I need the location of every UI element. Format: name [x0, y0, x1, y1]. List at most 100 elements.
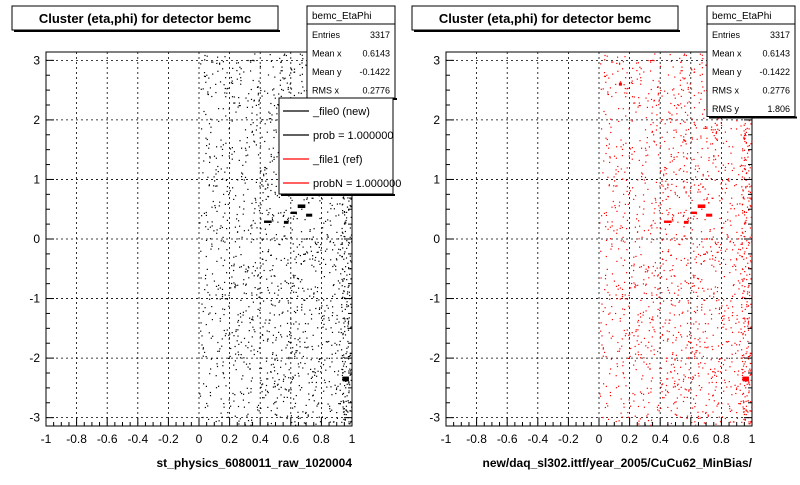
- data-point: [677, 359, 679, 361]
- data-point: [608, 418, 610, 420]
- y-tick-label: 0: [33, 232, 40, 246]
- data-point: [666, 278, 668, 280]
- data-point: [686, 344, 688, 346]
- data-point: [670, 102, 672, 105]
- data-point: [686, 322, 689, 324]
- data-point: [683, 139, 685, 141]
- data-point: [674, 327, 676, 329]
- data-point: [654, 141, 656, 143]
- data-point: [603, 75, 606, 77]
- data-point: [287, 310, 289, 312]
- data-point: [344, 318, 346, 320]
- data-point: [268, 331, 270, 333]
- data-point: [289, 74, 291, 76]
- data-point: [241, 392, 243, 395]
- data-point: [693, 121, 695, 123]
- data-point: [699, 389, 701, 391]
- data-point: [744, 137, 746, 139]
- data-point: [663, 300, 665, 302]
- data-point: [652, 220, 654, 222]
- data-point: [696, 309, 698, 311]
- data-point: [254, 287, 256, 289]
- data-point: [335, 215, 337, 217]
- data-point: [638, 238, 640, 240]
- data-point: [651, 227, 653, 229]
- data-point: [292, 218, 294, 220]
- data-point: [321, 315, 324, 317]
- data-point: [211, 245, 213, 247]
- data-point: [724, 359, 726, 361]
- data-point: [694, 274, 696, 277]
- data-point: [295, 256, 297, 258]
- data-point: [616, 232, 618, 234]
- data-point: [329, 202, 331, 205]
- data-point: [641, 378, 643, 380]
- data-point: [208, 418, 210, 420]
- data-point: [251, 292, 253, 294]
- data-point: [748, 285, 750, 287]
- data-point: [679, 72, 681, 74]
- data-point: [645, 97, 647, 99]
- data-point: [208, 143, 210, 145]
- data-point: [301, 80, 303, 83]
- data-point: [202, 310, 204, 313]
- data-point: [684, 388, 686, 390]
- data-point: [697, 415, 699, 417]
- data-point: [709, 295, 711, 297]
- data-point: [682, 77, 684, 79]
- data-point: [720, 244, 722, 246]
- data-point: [315, 270, 317, 272]
- data-point: [626, 249, 628, 251]
- data-point: [204, 75, 206, 78]
- data-point: [683, 235, 685, 237]
- data-point: [345, 353, 347, 355]
- y-tick-label: -3: [429, 411, 440, 425]
- data-point: [267, 183, 269, 185]
- data-point: [665, 173, 667, 175]
- data-point: [314, 389, 316, 391]
- data-point: [267, 214, 269, 216]
- data-point: [306, 197, 308, 199]
- data-point: [636, 62, 638, 64]
- data-point: [749, 354, 751, 356]
- data-point: [634, 102, 636, 104]
- data-point: [622, 372, 624, 374]
- data-point: [286, 417, 288, 420]
- data-point: [620, 146, 622, 148]
- data-point: [206, 138, 208, 141]
- data-point: [233, 282, 235, 284]
- data-point: [255, 201, 257, 204]
- data-point: [349, 410, 351, 412]
- data-point: [674, 191, 676, 193]
- data-point: [690, 318, 692, 320]
- data-point: [622, 108, 624, 110]
- data-point: [741, 255, 743, 258]
- data-point: [637, 284, 639, 286]
- data-point: [714, 241, 716, 243]
- data-point: [624, 241, 626, 243]
- data-point: [246, 137, 248, 139]
- data-point: [652, 326, 654, 328]
- data-point: [264, 140, 266, 143]
- data-point: [245, 310, 247, 312]
- cluster-hotspot: [683, 220, 689, 224]
- data-point: [646, 271, 648, 273]
- data-point: [340, 235, 342, 237]
- data-point: [227, 203, 229, 205]
- data-point: [693, 291, 695, 293]
- data-point: [627, 416, 629, 418]
- data-point: [251, 202, 253, 204]
- data-point: [285, 389, 287, 391]
- data-point: [741, 157, 743, 159]
- data-point: [670, 155, 672, 158]
- data-point: [640, 316, 642, 318]
- data-point: [344, 334, 347, 336]
- data-point: [339, 203, 341, 205]
- data-point: [275, 185, 277, 187]
- data-point: [718, 402, 720, 404]
- data-point: [220, 412, 222, 414]
- data-point: [316, 243, 318, 246]
- data-point: [641, 172, 643, 174]
- data-point: [202, 88, 204, 90]
- data-point: [270, 371, 272, 373]
